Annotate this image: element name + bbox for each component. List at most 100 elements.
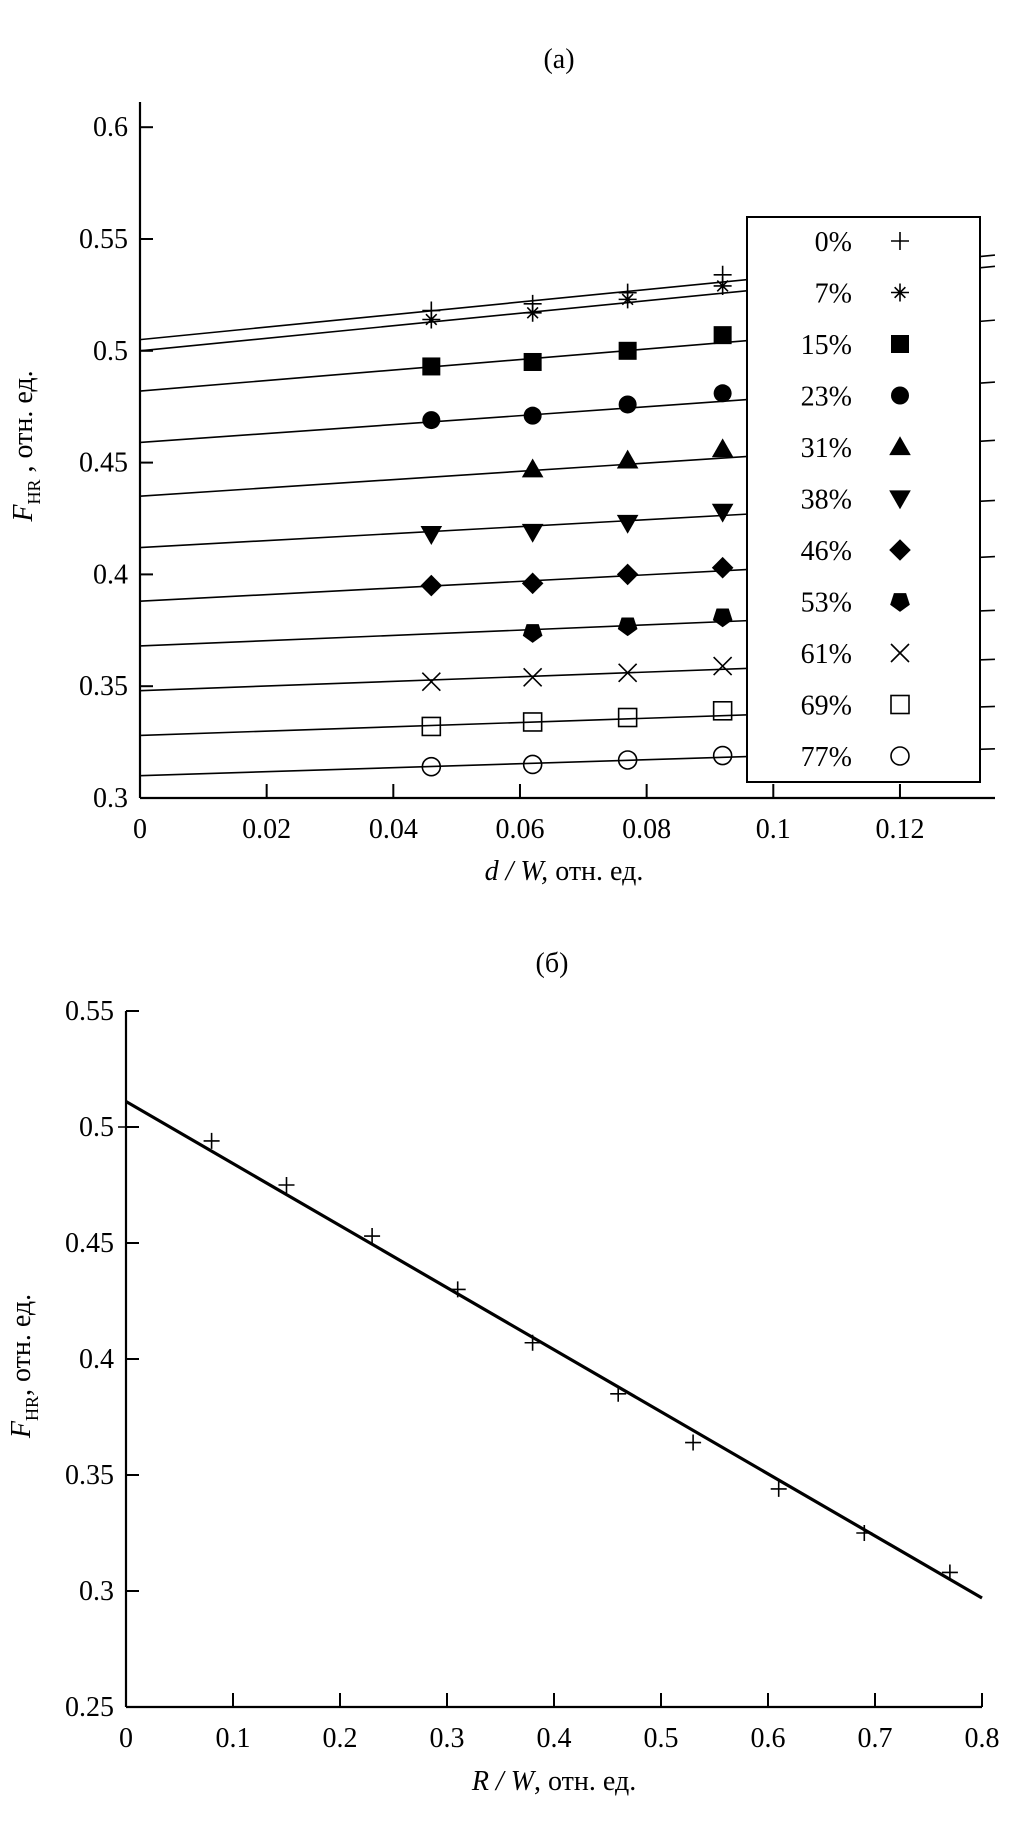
panel-title: (б): [536, 948, 569, 979]
data-point: [616, 449, 639, 469]
x-axis-label-var: d / W,: [485, 856, 549, 887]
data-point: [618, 395, 637, 414]
x-tick-label: 0.06: [495, 814, 544, 845]
data-point: [713, 276, 732, 295]
y-axis-label-var: F: [6, 1420, 37, 1439]
legend-label: 7%: [815, 279, 852, 310]
x-axis-label-unit: отн. ед.: [548, 856, 643, 887]
data-point: [770, 1480, 787, 1497]
legend-marker: [889, 436, 911, 456]
data-point: [523, 352, 542, 371]
data-point: [856, 1525, 873, 1541]
y-tick-label: 0.35: [65, 1460, 114, 1491]
data-point: [420, 574, 443, 597]
legend-label: 23%: [801, 382, 852, 413]
legend-label: 77%: [801, 742, 852, 773]
x-tick-label: 0.04: [369, 814, 418, 845]
legend-marker: [890, 694, 910, 715]
y-tick-label: 0.45: [65, 1228, 114, 1259]
x-tick-label: 0.1: [756, 814, 791, 845]
data-point: [713, 384, 732, 403]
data-point: [618, 341, 637, 360]
x-axis-label-var: R / W: [471, 1766, 537, 1797]
data-point: [712, 700, 733, 721]
data-point: [617, 750, 638, 770]
legend-label: 69%: [801, 691, 852, 722]
y-tick-label: 0.55: [79, 224, 128, 255]
data-point: [711, 503, 734, 523]
data-point: [364, 1228, 381, 1245]
data-point: [617, 707, 638, 728]
data-point: [420, 526, 443, 545]
data-point: [617, 617, 638, 637]
legend-item: 23%: [801, 382, 909, 413]
data-point: [521, 523, 544, 543]
legend-marker: [890, 593, 910, 612]
data-point: [522, 754, 543, 775]
x-tick-label: 0.08: [622, 814, 671, 845]
legend-label: 0%: [815, 227, 852, 258]
data-point: [523, 406, 542, 425]
x-tick-label: 0.12: [875, 814, 924, 845]
legend-marker: [889, 539, 911, 561]
data-point: [712, 608, 733, 628]
y-tick-label: 0.4: [93, 559, 128, 590]
legend-item: 61%: [801, 639, 910, 670]
x-tick-label: 0.2: [323, 1723, 358, 1754]
legend-label: 46%: [801, 536, 852, 567]
data-point: [203, 1132, 220, 1149]
chart-a: (a) 0.3 0.35 0.4 0.45 0.5 0.55 0.6 0 0.02 0.04 0.06…: [8, 44, 996, 887]
data-point: [616, 563, 639, 586]
legend-label: 61%: [801, 639, 852, 670]
y-tick-label: 0.5: [79, 1112, 114, 1143]
x-tick-label: 0.3: [430, 1723, 465, 1754]
y-tick-label: 0.4: [79, 1344, 114, 1375]
x-tick-label: 0.1: [216, 1723, 251, 1754]
y-tick-label: 0.5: [93, 336, 128, 367]
data-point: [421, 672, 441, 692]
y-tick-label: 0.45: [79, 448, 128, 479]
legend-item: 77%: [801, 742, 910, 773]
legend-item: 46%: [801, 536, 911, 567]
data-point: [523, 667, 543, 687]
x-tick-label: 0.02: [242, 814, 291, 845]
data-point: [523, 303, 542, 322]
legend-marker: [890, 643, 910, 663]
data-point: [449, 1281, 466, 1298]
data-point: [118, 1119, 134, 1135]
legend: 0% 7% 15% 23% 31% 38% 46% 53% 61% 69% 77%: [746, 216, 981, 783]
data-point: [521, 458, 544, 478]
legend-marker: [890, 746, 910, 766]
legend-label: 53%: [801, 588, 852, 619]
data-point: [711, 556, 734, 579]
data-point: [522, 712, 543, 732]
legend-item: 15%: [801, 330, 909, 361]
legend-marker: [891, 283, 909, 302]
legend-item: 31%: [801, 433, 911, 464]
data-point: [618, 663, 638, 683]
data-point: [685, 1434, 702, 1451]
x-tick-label: 0.7: [858, 1723, 893, 1754]
legend-marker: [891, 335, 909, 353]
fit-line: [125, 1100, 983, 1600]
legend-label: 38%: [801, 485, 852, 516]
legend-item: 7%: [815, 279, 909, 310]
data-point: [521, 572, 544, 595]
data-point: [422, 357, 441, 376]
y-axis-label: FHR , отн. ед.: [8, 370, 44, 522]
data-point: [941, 1564, 958, 1581]
y-axis-label: FHR, отн. ед.: [6, 1294, 42, 1439]
x-tick-label: 0.5: [644, 1723, 679, 1754]
legend-label: 15%: [801, 330, 852, 361]
y-tick-label: 0.3: [93, 783, 128, 814]
legend-item: 69%: [801, 691, 910, 722]
y-axis-label-unit: , отн. ед.: [6, 1294, 37, 1396]
data-point: [522, 624, 543, 643]
x-axis-label-unit: , отн. ед.: [534, 1766, 636, 1797]
data-point: [713, 656, 733, 676]
legend-item: 38%: [801, 485, 911, 516]
data-point: [422, 310, 441, 329]
y-tick-label: 0.3: [79, 1576, 114, 1607]
legend-box: [746, 216, 981, 783]
